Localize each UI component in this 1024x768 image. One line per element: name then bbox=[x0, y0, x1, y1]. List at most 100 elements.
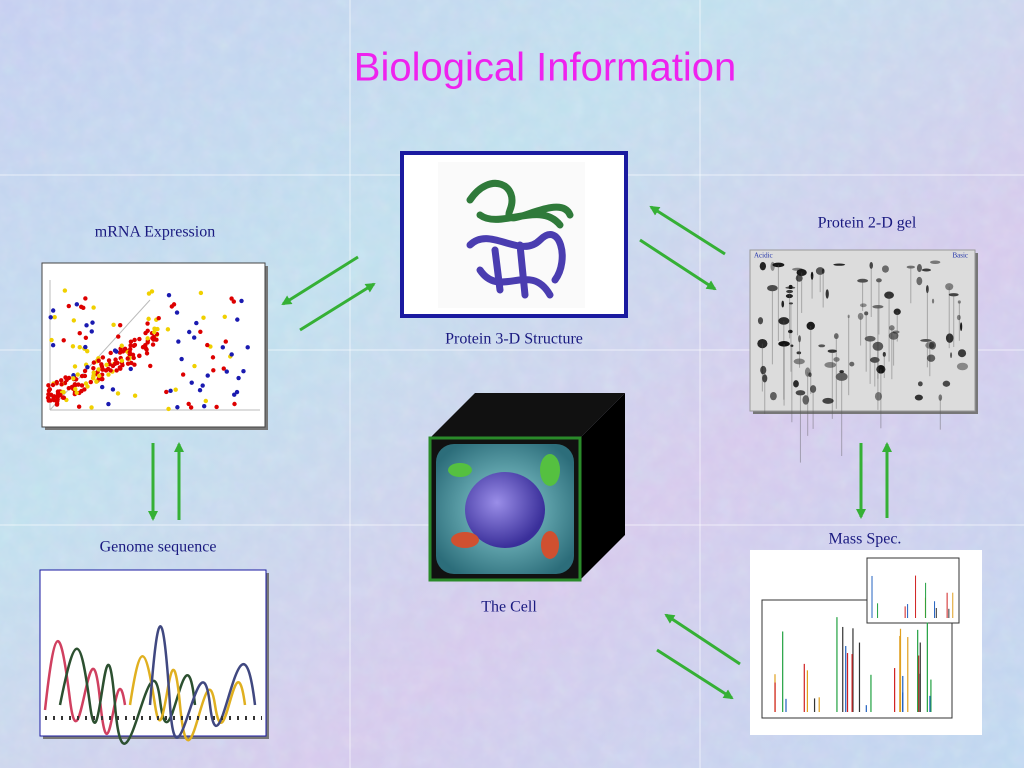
expression-dot bbox=[137, 336, 142, 342]
gel-spot bbox=[781, 300, 785, 308]
expression-dot bbox=[114, 349, 119, 354]
expression-dot bbox=[145, 321, 150, 326]
gel-spot bbox=[818, 344, 826, 348]
expression-dot bbox=[198, 329, 203, 334]
gel-spot bbox=[786, 289, 794, 294]
expression-dot bbox=[52, 315, 57, 320]
expression-dot bbox=[231, 299, 237, 304]
expression-dot bbox=[222, 314, 227, 319]
gel-spot bbox=[788, 302, 793, 305]
expression-dot bbox=[52, 394, 57, 399]
gel-spot bbox=[929, 341, 936, 350]
expression-dot bbox=[108, 350, 113, 356]
expression-dot bbox=[72, 364, 78, 369]
scatter-image bbox=[45, 280, 260, 412]
expression-dot bbox=[54, 379, 59, 385]
expression-dot bbox=[169, 304, 175, 309]
expression-dot bbox=[76, 404, 82, 409]
expression-dot bbox=[46, 392, 51, 397]
gel-spot bbox=[942, 380, 951, 387]
gel-spot bbox=[945, 283, 954, 291]
expression-dot bbox=[75, 372, 80, 377]
expression-dot bbox=[220, 345, 226, 350]
expression-dot bbox=[111, 322, 116, 327]
node-label: Protein 3-D Structure bbox=[445, 331, 583, 348]
cell-cube bbox=[428, 393, 625, 582]
expression-dot bbox=[61, 395, 67, 400]
arrows bbox=[148, 205, 892, 700]
expression-dot bbox=[71, 376, 76, 381]
expression-dot bbox=[120, 362, 125, 368]
gel-spot bbox=[938, 394, 943, 401]
expression-dot bbox=[96, 373, 102, 379]
expression-dot bbox=[50, 382, 56, 388]
gel-spot bbox=[793, 380, 799, 388]
expression-dot bbox=[100, 355, 106, 360]
expression-dot bbox=[205, 373, 210, 378]
spectrum-peaks bbox=[774, 575, 954, 712]
expression-dot bbox=[189, 380, 194, 385]
expression-dot bbox=[155, 326, 160, 332]
expression-dot bbox=[192, 363, 197, 369]
expression-dot bbox=[239, 298, 244, 304]
gel-spot bbox=[798, 335, 801, 343]
expression-dot bbox=[146, 316, 151, 322]
expression-dot bbox=[50, 342, 56, 348]
expression-dot bbox=[235, 317, 240, 322]
gel-spot bbox=[788, 329, 793, 334]
gel-spot bbox=[796, 269, 807, 276]
expression-dot bbox=[149, 289, 155, 294]
gel-spot bbox=[960, 322, 963, 332]
gel-spot bbox=[796, 351, 802, 355]
expression-dot bbox=[127, 350, 132, 355]
expression-dot bbox=[82, 387, 87, 392]
expression-dot bbox=[96, 367, 101, 372]
expression-dot bbox=[186, 401, 191, 407]
expression-dot bbox=[197, 388, 203, 393]
gel-spot bbox=[917, 381, 923, 387]
gel-spot bbox=[808, 372, 812, 378]
expression-dot bbox=[71, 318, 77, 323]
expression-dot bbox=[77, 344, 82, 350]
gel-spot bbox=[847, 314, 850, 319]
gel-spot bbox=[778, 317, 790, 325]
gel-spot bbox=[824, 361, 837, 368]
expression-dot bbox=[145, 336, 150, 341]
gel-spots bbox=[757, 260, 969, 463]
expression-dot bbox=[106, 358, 112, 363]
expression-dot bbox=[91, 305, 96, 310]
expression-dot bbox=[236, 375, 241, 381]
gel-spot bbox=[806, 321, 815, 330]
gel-spot bbox=[876, 278, 882, 283]
expression-dot bbox=[188, 405, 194, 410]
expression-dot bbox=[164, 389, 169, 395]
expression-dot bbox=[48, 315, 53, 320]
gel-spot bbox=[839, 370, 844, 374]
expression-dot bbox=[61, 389, 66, 395]
expression-dot bbox=[84, 323, 89, 328]
node-label: Protein 2-D gel bbox=[818, 215, 917, 232]
structure-image bbox=[438, 162, 585, 308]
expression-dot bbox=[232, 392, 237, 397]
expression-dot bbox=[187, 329, 192, 335]
gel-spot bbox=[872, 341, 884, 351]
expression-dot bbox=[241, 369, 246, 374]
gel-spot bbox=[857, 278, 869, 283]
expression-dot bbox=[132, 393, 138, 398]
gel-spot bbox=[827, 349, 838, 353]
expression-dot bbox=[83, 335, 89, 340]
expression-dot bbox=[83, 344, 88, 350]
gel-spot bbox=[835, 372, 848, 381]
gel-spot bbox=[795, 274, 803, 282]
gel-spot bbox=[914, 394, 923, 401]
expression-dot bbox=[119, 358, 125, 363]
gel-spot bbox=[945, 333, 954, 343]
expression-dot bbox=[115, 391, 121, 396]
expression-dot bbox=[110, 387, 116, 392]
gel-spot bbox=[785, 293, 793, 299]
expression-dot bbox=[59, 382, 64, 387]
expression-dot bbox=[106, 401, 111, 407]
expression-dot bbox=[152, 329, 157, 335]
arrow bbox=[656, 648, 734, 700]
gel-spot bbox=[757, 338, 768, 349]
